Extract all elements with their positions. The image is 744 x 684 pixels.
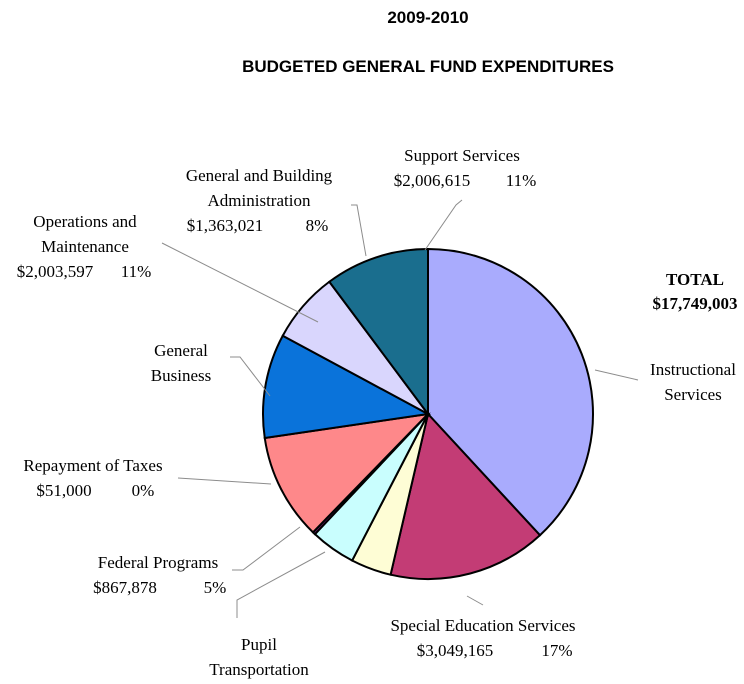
slice-label-pupil-transportation: Pupil bbox=[241, 635, 277, 654]
slice-label-federal-programs: Federal Programs bbox=[98, 553, 218, 572]
slice-label-instructional-services: Services bbox=[664, 385, 722, 404]
leader-line-general-and-building-administration bbox=[351, 205, 366, 256]
slice-amount-general-and-building-administration: $1,363,021 bbox=[187, 216, 264, 235]
chart-subtitle: BUDGETED GENERAL FUND EXPENDITURES bbox=[242, 57, 614, 76]
slice-label-special-education-services: Special Education Services bbox=[390, 616, 575, 635]
slice-amount-repayment-of-taxes: $51,000 bbox=[36, 481, 91, 500]
slice-percent-operations-and-maintenance: 11% bbox=[121, 262, 152, 281]
slice-percent-special-education-services: 17% bbox=[541, 641, 572, 660]
slice-label-support-services: Support Services bbox=[404, 146, 520, 165]
slice-amount-special-education-services: $3,049,165 bbox=[417, 641, 494, 660]
slice-label-repayment-of-taxes: Repayment of Taxes bbox=[23, 456, 162, 475]
slice-percent-support-services: 11% bbox=[506, 171, 537, 190]
slice-label-pupil-transportation: Transportation bbox=[209, 660, 309, 679]
slice-amount-support-services: $2,006,615 bbox=[394, 171, 471, 190]
leader-line-federal-programs bbox=[232, 527, 300, 570]
slice-percent-general-and-building-administration: 8% bbox=[306, 216, 329, 235]
slice-label-operations-and-maintenance: Operations and bbox=[33, 212, 137, 231]
slice-amount-operations-and-maintenance: $2,003,597 bbox=[17, 262, 94, 281]
slice-label-general-business: Business bbox=[151, 366, 211, 385]
slice-amount-federal-programs: $867,878 bbox=[93, 578, 157, 597]
leader-line-repayment-of-taxes bbox=[178, 478, 271, 484]
slice-label-general-business: General bbox=[154, 341, 208, 360]
slice-percent-repayment-of-taxes: 0% bbox=[132, 481, 155, 500]
leader-line-support-services bbox=[425, 200, 462, 250]
slice-label-general-and-building-administration: General and Building bbox=[186, 166, 333, 185]
pie-slices bbox=[263, 249, 593, 579]
slice-label-instructional-services: Instructional bbox=[650, 360, 736, 379]
chart-title: 2009-2010 bbox=[387, 8, 468, 27]
leader-line-operations-and-maintenance bbox=[162, 243, 318, 322]
leader-line-pupil-transportation bbox=[237, 552, 325, 618]
leader-line-special-education-services bbox=[467, 596, 483, 605]
total-value: $17,749,003 bbox=[653, 294, 738, 313]
slice-percent-federal-programs: 5% bbox=[204, 578, 227, 597]
slice-label-operations-and-maintenance: Maintenance bbox=[41, 237, 129, 256]
slice-label-general-and-building-administration: Administration bbox=[208, 191, 311, 210]
leader-line-instructional-services bbox=[595, 370, 638, 380]
total-label: TOTAL bbox=[666, 270, 724, 289]
